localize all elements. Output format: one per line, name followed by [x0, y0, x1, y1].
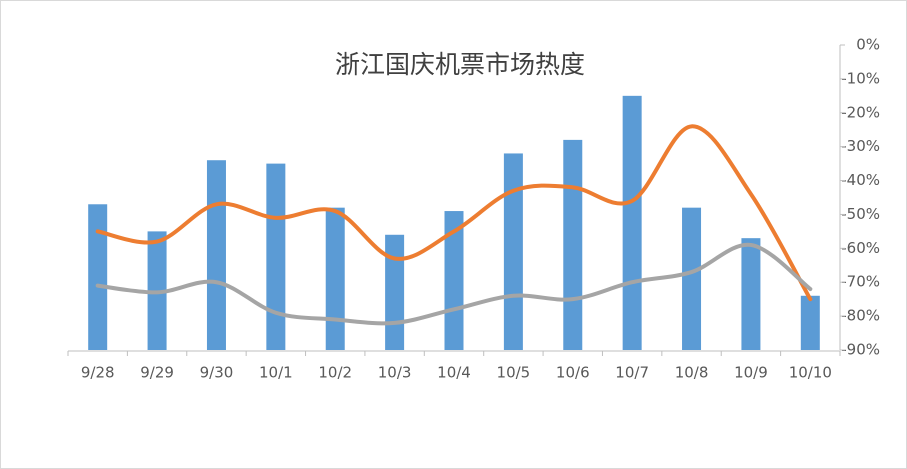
- bar: [325, 207, 345, 350]
- x-tick-label: 9/29: [140, 364, 174, 382]
- y-tick-label: -40%: [841, 171, 880, 189]
- y-tick-label: -20%: [841, 103, 880, 121]
- x-tick-label: 9/28: [81, 364, 115, 382]
- x-tick-label: 10/3: [378, 364, 412, 382]
- x-tick-label: 10/2: [318, 364, 352, 382]
- x-tick-label: 10/7: [615, 364, 649, 382]
- line: [95, 124, 813, 302]
- y-tick-label: -80%: [841, 307, 880, 325]
- bar: [563, 139, 583, 350]
- x-tick-label: 10/8: [675, 364, 709, 382]
- y-tick-label: -70%: [841, 273, 880, 291]
- bar: [503, 153, 523, 350]
- y-tick-label: 0%: [856, 36, 880, 54]
- y-tick-label: -60%: [841, 239, 880, 257]
- bar: [385, 234, 405, 350]
- y-tick-label: -30%: [841, 137, 880, 155]
- x-tick-label: 10/5: [497, 364, 531, 382]
- chart-title: 浙江国庆机票市场热度: [335, 50, 585, 79]
- bar: [206, 160, 226, 350]
- x-tick-label: 10/9: [734, 364, 768, 382]
- bar: [741, 238, 761, 350]
- bar: [88, 204, 108, 350]
- y-tick-label: -90%: [841, 341, 880, 359]
- y-tick-label: -50%: [841, 205, 880, 223]
- bar: [682, 207, 702, 350]
- bar: [444, 211, 464, 350]
- bar: [800, 295, 820, 350]
- x-tick-label: 10/6: [556, 364, 590, 382]
- x-tick-label: 10/1: [259, 364, 293, 382]
- bar: [266, 163, 286, 350]
- x-tick-label: 10/4: [437, 364, 471, 382]
- y-tick-label: -10%: [841, 69, 880, 87]
- x-tick-label: 9/30: [200, 364, 234, 382]
- x-tick-label: 10/10: [789, 364, 832, 382]
- bar: [622, 95, 642, 350]
- line: [95, 242, 813, 326]
